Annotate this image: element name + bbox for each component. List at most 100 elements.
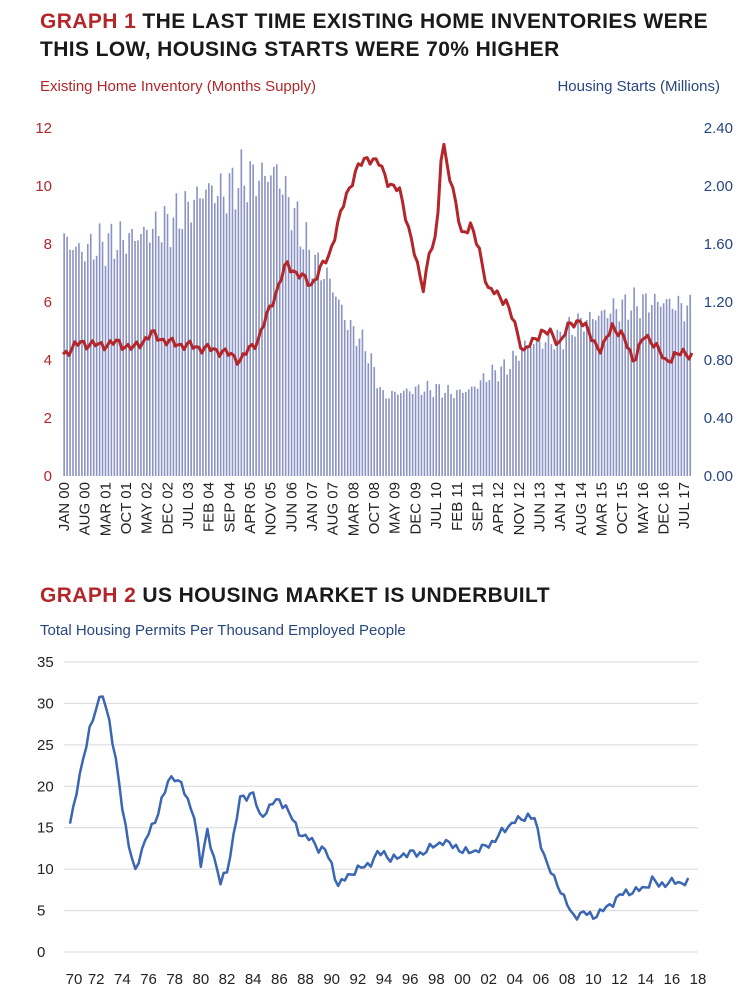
housing-starts-bar [400, 393, 402, 476]
housing-starts-bar [485, 381, 488, 476]
housing-starts-bar [432, 397, 435, 476]
housing-starts-bar [246, 202, 249, 476]
housing-starts-bar [420, 394, 423, 476]
x-axis-tick: 94 [376, 971, 393, 988]
housing-starts-bar [580, 317, 582, 476]
x-axis-tick: 06 [533, 971, 550, 988]
x-axis-tick: NOV 12 [511, 482, 528, 535]
housing-starts-bar [394, 391, 396, 476]
left-axis-tick: 10 [35, 178, 52, 195]
x-axis-tick: 14 [637, 971, 654, 988]
permits-axis-label: Total Housing Permits Per Thousand Emplo… [40, 622, 406, 639]
housing-starts-bar [252, 164, 254, 477]
housing-starts-bar [346, 329, 349, 476]
x-axis-tick: MAR 08 [345, 482, 362, 536]
left-axis-tick: 2 [44, 410, 52, 427]
housing-starts-bar [639, 318, 641, 476]
housing-starts-bar [196, 186, 198, 476]
x-axis-tick: 78 [166, 971, 183, 988]
housing-starts-bar [606, 318, 609, 476]
x-axis-tick: AUG 14 [573, 482, 590, 535]
housing-starts-bar [302, 249, 305, 476]
housing-starts-bar [577, 313, 579, 476]
housing-starts-bar [586, 320, 588, 476]
housing-starts-bar [385, 398, 387, 476]
graph2-title: GRAPH 2 US HOUSING MARKET IS UNDERBUILT [40, 582, 550, 610]
inventory-line [61, 142, 694, 366]
x-axis-tick: JUL 03 [180, 482, 197, 529]
housing-starts-bar [462, 393, 464, 476]
x-axis-tick: 16 [663, 971, 680, 988]
housing-starts-bar [429, 390, 432, 476]
housing-starts-bar [358, 338, 361, 476]
housing-starts-bar [441, 397, 443, 476]
x-axis-tick: JAN 07 [304, 482, 321, 531]
housing-starts-bar [456, 390, 458, 476]
housing-starts-bar [148, 242, 151, 476]
housing-starts-bar [160, 242, 163, 476]
permits-line [68, 695, 690, 921]
x-axis-tick: SEP 04 [221, 482, 238, 533]
housing-starts-bar [515, 355, 517, 476]
housing-starts-bar [208, 183, 210, 476]
housing-starts-bar [78, 243, 80, 476]
x-axis-tick: 84 [245, 971, 262, 988]
housing-starts-bar [92, 259, 95, 476]
housing-starts-bar [193, 199, 195, 477]
housing-starts-bar [621, 299, 624, 476]
x-axis-tick: MAY 02 [139, 482, 156, 534]
right-axis-tick: 2.40 [704, 120, 733, 137]
x-axis-tick: JUL 10 [428, 482, 445, 529]
x-axis-tick: JUN 06 [283, 482, 300, 532]
housing-starts-bar [66, 236, 68, 476]
housing-starts-bar [225, 213, 228, 476]
housing-starts-bar [541, 348, 544, 476]
housing-starts-bar [411, 394, 414, 476]
housing-starts-bar [529, 347, 532, 476]
housing-starts-bar [600, 310, 603, 476]
housing-starts-bar [305, 222, 308, 476]
housing-starts-bar [597, 315, 600, 476]
x-axis-tick: 76 [140, 971, 157, 988]
housing-starts-bar [311, 278, 314, 476]
housing-starts-bar [464, 391, 467, 476]
housing-starts-bar [624, 294, 627, 476]
housing-starts-bar [122, 239, 125, 476]
housing-starts-bar [612, 298, 615, 476]
x-axis-tick: 98 [428, 971, 445, 988]
x-axis-tick: APR 05 [242, 482, 259, 534]
y-axis-tick: 25 [37, 737, 54, 754]
housing-starts-bar [391, 390, 393, 476]
housing-starts-bar [627, 319, 629, 476]
housing-starts-bar [370, 353, 373, 476]
x-axis-tick: SEP 11 [469, 482, 486, 531]
housing-starts-bar [131, 229, 133, 476]
housing-starts-bar [255, 196, 257, 476]
housing-starts-bar [293, 208, 296, 476]
housing-starts-bar [583, 331, 585, 476]
housing-starts-bar [524, 340, 526, 476]
housing-starts-bar [323, 278, 325, 476]
x-axis-tick: 08 [559, 971, 576, 988]
x-axis-tick: APR 12 [490, 482, 507, 534]
housing-starts-bar [116, 250, 119, 476]
housing-starts-bar [506, 374, 508, 476]
housing-starts-bar [228, 173, 231, 476]
housing-starts-bar [151, 228, 154, 476]
housing-starts-bar [467, 389, 470, 476]
graph1-title-text: THE LAST TIME EXISTING HOME INVENTORIES … [40, 10, 708, 61]
x-axis-tick: DEC 16 [655, 482, 672, 535]
housing-starts-bar [275, 164, 278, 476]
housing-starts-bar [553, 349, 556, 476]
housing-starts-bar [101, 241, 104, 476]
housing-starts-bar [417, 384, 420, 476]
housing-starts-bar [491, 364, 494, 476]
housing-starts-bar [656, 301, 659, 476]
housing-starts-bar [659, 306, 662, 476]
left-axis-tick: 4 [44, 352, 52, 369]
x-axis-tick: OCT 15 [614, 482, 631, 534]
x-axis-tick: AUG 00 [77, 482, 94, 535]
housing-starts-bar [308, 249, 311, 476]
housing-starts-bar [110, 223, 113, 476]
x-axis-tick: 18 [690, 971, 707, 988]
